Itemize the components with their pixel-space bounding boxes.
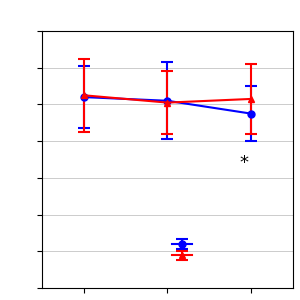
Legend: コラーゲンペプチド, プラセボ: コラーゲンペプチド, プラセボ — [168, 236, 288, 263]
Text: *: * — [240, 154, 249, 172]
